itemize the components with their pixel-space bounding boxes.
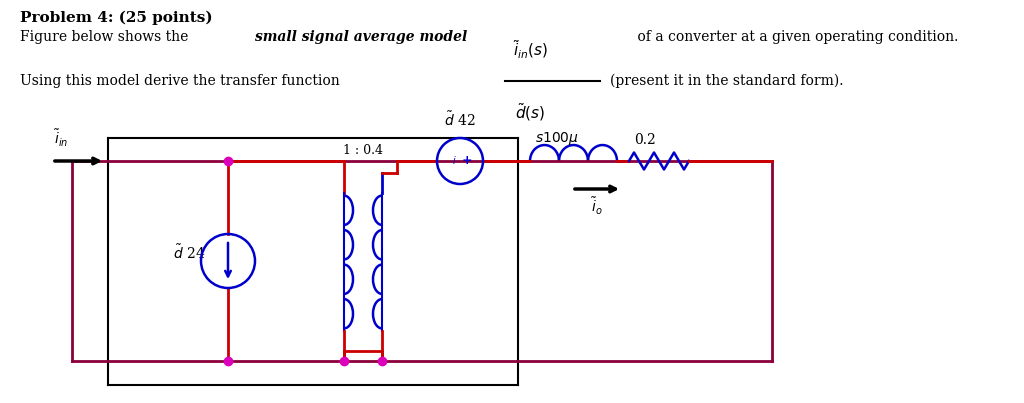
Text: 1 : 0.4: 1 : 0.4 (343, 144, 383, 157)
Text: (present it in the standard form).: (present it in the standard form). (610, 74, 844, 88)
Text: $\tilde{d}$ 42: $\tilde{d}$ 42 (444, 110, 476, 129)
Text: $\tilde{d}$ 24: $\tilde{d}$ 24 (173, 244, 205, 262)
Text: +: + (462, 154, 472, 166)
Text: i: i (453, 156, 456, 166)
Text: Problem 4: (25 points): Problem 4: (25 points) (20, 11, 213, 25)
Text: of a converter at a given operating condition.: of a converter at a given operating cond… (633, 30, 958, 44)
Text: Figure below shows the: Figure below shows the (20, 30, 193, 44)
Text: $s100\mu$: $s100\mu$ (535, 130, 579, 147)
Text: $\tilde{d}\left(s\right)$: $\tilde{d}\left(s\right)$ (515, 101, 545, 123)
Text: $\tilde{i}_{in}$: $\tilde{i}_{in}$ (54, 128, 69, 149)
Text: $\tilde{i}_o$: $\tilde{i}_o$ (591, 196, 603, 217)
Text: $\tilde{i}_{in}\left(s\right)$: $\tilde{i}_{in}\left(s\right)$ (513, 39, 548, 61)
Text: Using this model derive the transfer function: Using this model derive the transfer fun… (20, 74, 340, 88)
Text: small signal average model: small signal average model (255, 30, 467, 44)
Text: 0.2: 0.2 (634, 133, 655, 147)
